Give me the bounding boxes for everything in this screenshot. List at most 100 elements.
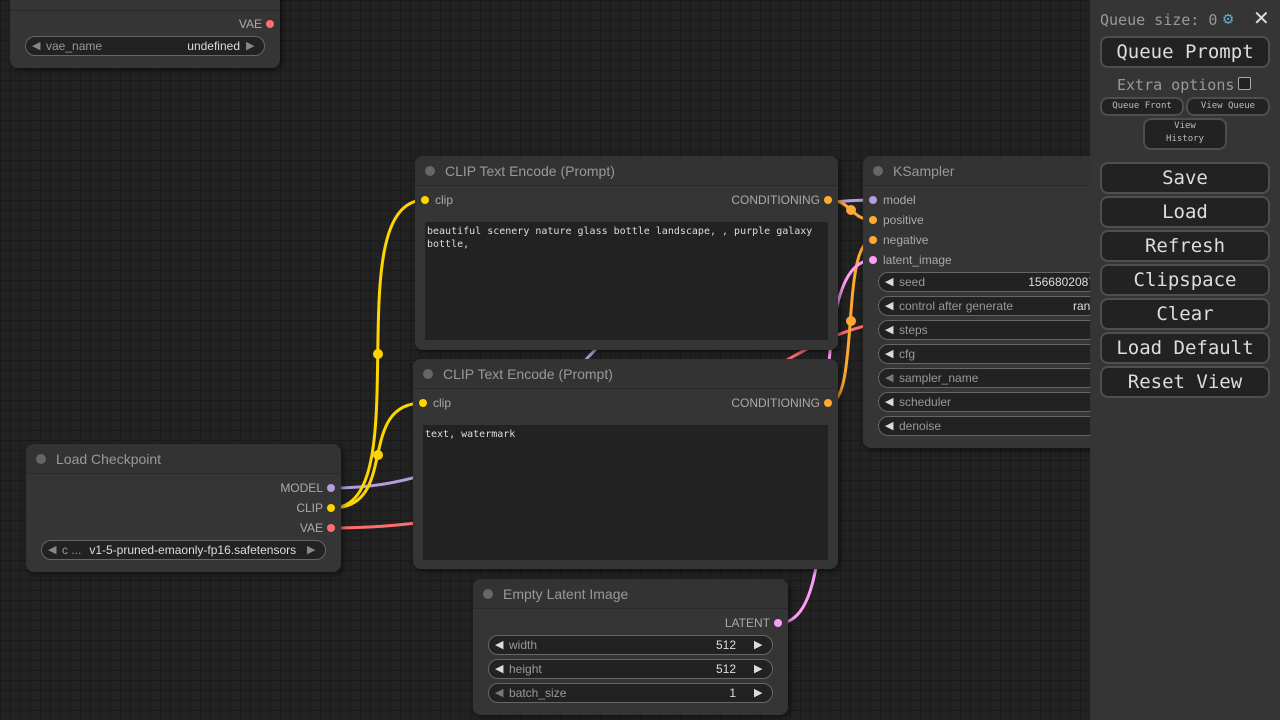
- link-midpoint[interactable]: [373, 450, 383, 460]
- widget-value: 512: [715, 638, 736, 652]
- sampler-name-widget[interactable]: ◀ sampler_name: [878, 368, 1090, 388]
- node-title[interactable]: Empty Latent Image: [473, 579, 788, 609]
- input-model[interactable]: model: [863, 190, 916, 210]
- arrow-right-icon[interactable]: ▶: [307, 544, 316, 556]
- node-title[interactable]: CLIP Text Encode (Prompt): [413, 359, 838, 389]
- slot-dot[interactable]: [869, 216, 877, 224]
- node-title[interactable]: Load Checkpoint: [26, 444, 341, 474]
- denoise-widget[interactable]: ◀ denoise: [878, 416, 1090, 436]
- batch-size-widget[interactable]: ◀ batch_size 1 ▶: [488, 683, 773, 703]
- slot-dot[interactable]: [266, 20, 274, 28]
- save-button[interactable]: Save: [1100, 162, 1270, 194]
- link-midpoint[interactable]: [846, 205, 856, 215]
- arrow-left-icon[interactable]: ◀: [885, 300, 894, 312]
- vae-name-widget[interactable]: ◀ vae_name undefined ▶: [25, 36, 265, 56]
- slot-dot[interactable]: [824, 196, 832, 204]
- output-conditioning[interactable]: CONDITIONING: [731, 190, 838, 210]
- output-vae[interactable]: VAE: [239, 14, 280, 34]
- width-widget[interactable]: ◀ width 512 ▶: [488, 635, 773, 655]
- output-latent[interactable]: LATENT: [725, 613, 788, 633]
- arrow-left-icon[interactable]: ◀: [885, 276, 894, 288]
- arrow-left-icon[interactable]: ◀: [885, 420, 894, 432]
- slot-dot[interactable]: [421, 196, 429, 204]
- queue-size: Queue size: 0: [1100, 11, 1218, 29]
- arrow-right-icon[interactable]: ▶: [754, 687, 763, 699]
- title-text: KSampler: [893, 162, 955, 179]
- prompt-textarea[interactable]: [425, 222, 828, 340]
- input-clip[interactable]: clip: [415, 190, 453, 210]
- slot-dot[interactable]: [869, 236, 877, 244]
- collapse-dot[interactable]: [873, 166, 883, 176]
- arrow-left-icon[interactable]: ◀: [495, 687, 504, 699]
- node-canvas[interactable]: VAE ◀ vae_name undefined ▶ CLIP Text Encode…: [0, 0, 1090, 720]
- input-negative[interactable]: negative: [863, 230, 928, 250]
- arrow-right-icon[interactable]: ▶: [754, 639, 763, 651]
- arrow-left-icon[interactable]: ◀: [495, 663, 504, 675]
- empty-latent-image-node[interactable]: Empty Latent Image LATENT ◀ width 512 ▶ ◀ he…: [473, 579, 788, 715]
- link-midpoint[interactable]: [846, 316, 856, 326]
- slot-label: model: [883, 193, 916, 207]
- clip-text-encode-positive-node[interactable]: CLIP Text Encode (Prompt) clip CONDITION…: [415, 156, 838, 350]
- scheduler-widget[interactable]: ◀ scheduler: [878, 392, 1090, 412]
- slot-dot[interactable]: [869, 196, 877, 204]
- widget-label: sampler_name: [899, 371, 979, 385]
- slot-dot[interactable]: [824, 399, 832, 407]
- arrow-left-icon[interactable]: ◀: [32, 40, 41, 52]
- gear-icon[interactable]: ⚙: [1223, 9, 1234, 29]
- control-after-generate-widget[interactable]: ◀ control after generate randomize: [878, 296, 1090, 316]
- vae-loader-node[interactable]: VAE ◀ vae_name undefined ▶: [10, 0, 280, 68]
- slot-dot[interactable]: [774, 619, 782, 627]
- widget-value: 512: [715, 662, 736, 676]
- output-vae[interactable]: VAE: [300, 518, 341, 538]
- queue-front-button[interactable]: Queue Front: [1100, 97, 1184, 116]
- prompt-textarea[interactable]: [423, 425, 828, 560]
- collapse-dot[interactable]: [423, 369, 433, 379]
- clipspace-button[interactable]: Clipspace: [1100, 264, 1270, 296]
- arrow-left-icon[interactable]: ◀: [885, 348, 894, 360]
- refresh-button[interactable]: Refresh: [1100, 230, 1270, 262]
- steps-widget[interactable]: ◀ steps: [878, 320, 1090, 340]
- clip-text-encode-negative-node[interactable]: CLIP Text Encode (Prompt) clip CONDITION…: [413, 359, 838, 569]
- view-queue-button[interactable]: View Queue: [1186, 97, 1270, 116]
- reset-view-button[interactable]: Reset View: [1100, 366, 1270, 398]
- slot-dot[interactable]: [869, 256, 877, 264]
- close-icon[interactable]: ✕: [1253, 6, 1270, 30]
- node-title[interactable]: CLIP Text Encode (Prompt): [415, 156, 838, 186]
- output-model[interactable]: MODEL: [280, 478, 341, 498]
- input-latent-image[interactable]: latent_image: [863, 250, 952, 270]
- load-default-button[interactable]: Load Default: [1100, 332, 1270, 364]
- arrow-left-icon[interactable]: ◀: [885, 396, 894, 408]
- extra-options-label: Extra options: [1117, 76, 1235, 94]
- seed-widget[interactable]: ◀ seed 1566802087: [878, 272, 1090, 292]
- arrow-right-icon[interactable]: ▶: [754, 663, 763, 675]
- view-history-button[interactable]: View History: [1143, 118, 1227, 150]
- height-widget[interactable]: ◀ height 512 ▶: [488, 659, 773, 679]
- collapse-dot[interactable]: [36, 454, 46, 464]
- ckpt-name-widget[interactable]: ◀ c ... v1-5-pruned-emaonly-fp16.safetenso…: [41, 540, 326, 560]
- collapse-dot[interactable]: [483, 589, 493, 599]
- output-conditioning[interactable]: CONDITIONING: [731, 393, 838, 413]
- clear-button[interactable]: Clear: [1100, 298, 1270, 330]
- collapse-dot[interactable]: [425, 166, 435, 176]
- slot-dot[interactable]: [327, 504, 335, 512]
- arrow-left-icon[interactable]: ◀: [48, 544, 57, 556]
- slot-dot[interactable]: [327, 484, 335, 492]
- node-title[interactable]: KSampler: [863, 156, 1090, 186]
- input-positive[interactable]: positive: [863, 210, 924, 230]
- slot-dot[interactable]: [327, 524, 335, 532]
- input-clip[interactable]: clip: [413, 393, 451, 413]
- arrow-left-icon[interactable]: ◀: [495, 639, 504, 651]
- output-clip[interactable]: CLIP: [296, 498, 341, 518]
- cfg-widget[interactable]: ◀ cfg: [878, 344, 1090, 364]
- link-midpoint[interactable]: [373, 349, 383, 359]
- slot-label: CONDITIONING: [731, 193, 820, 207]
- arrow-left-icon[interactable]: ◀: [885, 372, 894, 384]
- arrow-left-icon[interactable]: ◀: [885, 324, 894, 336]
- queue-prompt-button[interactable]: Queue Prompt: [1100, 36, 1270, 68]
- load-button[interactable]: Load: [1100, 196, 1270, 228]
- arrow-right-icon[interactable]: ▶: [246, 40, 255, 52]
- ksampler-node[interactable]: KSampler model positive negative latent_…: [863, 156, 1090, 448]
- slot-dot[interactable]: [419, 399, 427, 407]
- extra-options-checkbox[interactable]: [1238, 77, 1251, 90]
- load-checkpoint-node[interactable]: Load Checkpoint MODEL CLIP VAE ◀ c ... v1-…: [26, 444, 341, 572]
